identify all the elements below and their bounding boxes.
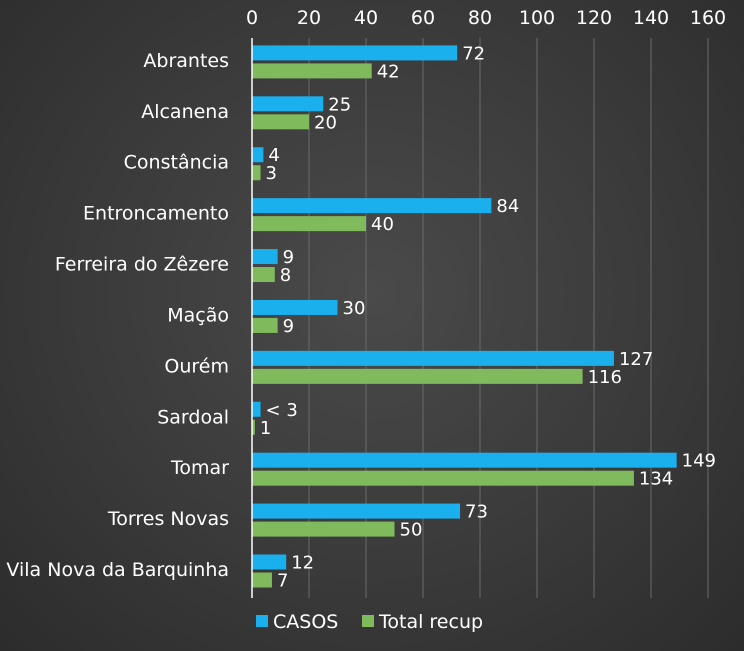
category-label-vila-nova-da-barquinha: Vila Nova da Barquinha xyxy=(6,559,229,581)
legend-swatch-casos xyxy=(256,615,268,627)
legend-swatch-total-recup xyxy=(362,615,374,627)
x-tick-label-100: 100 xyxy=(519,7,555,29)
data-label-casos-entroncamento: 84 xyxy=(496,196,519,217)
bar-total-recup-abrantes xyxy=(252,63,372,79)
bar-casos-abrantes xyxy=(252,45,458,61)
x-tick-label-20: 20 xyxy=(297,7,321,29)
category-label-torres-novas: Torres Novas xyxy=(107,508,229,530)
bar-casos-macao xyxy=(252,299,338,315)
legend: CASOS Total recup xyxy=(256,611,483,633)
bar-total-recup-alcanena xyxy=(252,114,309,130)
category-label-entroncamento: Entroncamento xyxy=(83,203,229,225)
data-label-total-recup-ourem: 116 xyxy=(588,367,622,388)
data-label-total-recup-torres-novas: 50 xyxy=(400,520,423,541)
bar-total-recup-ferreira-do-zezere xyxy=(252,267,275,283)
data-label-total-recup-constancia: 3 xyxy=(266,163,277,184)
bar-total-recup-entroncamento xyxy=(252,216,366,232)
bar-total-recup-ourem xyxy=(252,368,583,384)
x-tick-label-80: 80 xyxy=(468,7,492,29)
bar-casos-torres-novas xyxy=(252,503,461,519)
x-tick-label-140: 140 xyxy=(633,7,669,29)
data-label-total-recup-alcanena: 20 xyxy=(314,112,337,133)
category-labels: Abrantes Alcanena Constância Entroncamento F… xyxy=(6,50,229,581)
x-tick-label-160: 160 xyxy=(690,7,726,29)
data-label-casos-macao: 30 xyxy=(343,298,366,319)
bar-total-recup-macao xyxy=(252,317,278,333)
data-label-total-recup-vila-nova-da-barquinha: 7 xyxy=(277,571,288,592)
category-label-constancia: Constância xyxy=(124,152,229,174)
bar-casos-ourem xyxy=(252,350,614,366)
bar-total-recup-torres-novas xyxy=(252,521,395,537)
category-label-abrantes: Abrantes xyxy=(143,50,229,72)
data-label-casos-tomar: 149 xyxy=(682,451,716,472)
x-tick-label-60: 60 xyxy=(411,7,435,29)
category-label-alcanena: Alcanena xyxy=(141,101,229,123)
data-label-casos-torres-novas: 73 xyxy=(465,502,488,523)
data-label-casos-vila-nova-da-barquinha: 12 xyxy=(291,553,314,574)
legend-label-casos: CASOS xyxy=(273,611,338,633)
legend-label-total-recup: Total recup xyxy=(378,611,483,633)
data-label-casos-sardoal: < 3 xyxy=(266,400,298,421)
data-label-total-recup-abrantes: 42 xyxy=(377,61,400,82)
bar-total-recup-tomar xyxy=(252,470,634,486)
category-label-macao: Mação xyxy=(167,304,229,326)
bar-casos-tomar xyxy=(252,452,677,468)
data-label-total-recup-entroncamento: 40 xyxy=(371,214,394,235)
x-tick-label-40: 40 xyxy=(354,7,378,29)
bars xyxy=(252,45,677,588)
bar-casos-alcanena xyxy=(252,96,324,112)
data-label-casos-ferreira-do-zezere: 9 xyxy=(283,247,294,268)
bar-total-recup-vila-nova-da-barquinha xyxy=(252,572,272,588)
data-label-casos-ourem: 127 xyxy=(619,349,653,370)
data-label-total-recup-ferreira-do-zezere: 8 xyxy=(280,265,291,286)
category-label-ourem: Ourém xyxy=(164,355,229,377)
data-label-casos-abrantes: 72 xyxy=(462,43,485,64)
bar-casos-vila-nova-da-barquinha xyxy=(252,554,287,570)
bar-casos-ferreira-do-zezere xyxy=(252,249,278,265)
bar-total-recup-sardoal xyxy=(252,419,255,435)
x-axis-ticks: 0 20 40 60 80 100 120 140 160 xyxy=(246,7,726,29)
data-label-total-recup-macao: 9 xyxy=(283,316,294,337)
category-label-tomar: Tomar xyxy=(170,457,229,479)
bar-casos-entroncamento xyxy=(252,198,492,214)
bar-casos-sardoal xyxy=(252,401,261,417)
gridlines xyxy=(308,38,709,598)
data-label-total-recup-tomar: 134 xyxy=(639,469,673,490)
data-label-total-recup-sardoal: 1 xyxy=(260,418,271,439)
bar-casos-constancia xyxy=(252,147,264,163)
category-label-ferreira-do-zezere: Ferreira do Zêzere xyxy=(55,254,229,276)
x-tick-label-120: 120 xyxy=(576,7,612,29)
data-label-casos-alcanena: 25 xyxy=(328,94,351,115)
bar-total-recup-constancia xyxy=(252,165,261,181)
data-label-casos-constancia: 4 xyxy=(268,145,279,166)
category-label-sardoal: Sardoal xyxy=(157,406,229,428)
x-tick-label-0: 0 xyxy=(246,7,258,29)
